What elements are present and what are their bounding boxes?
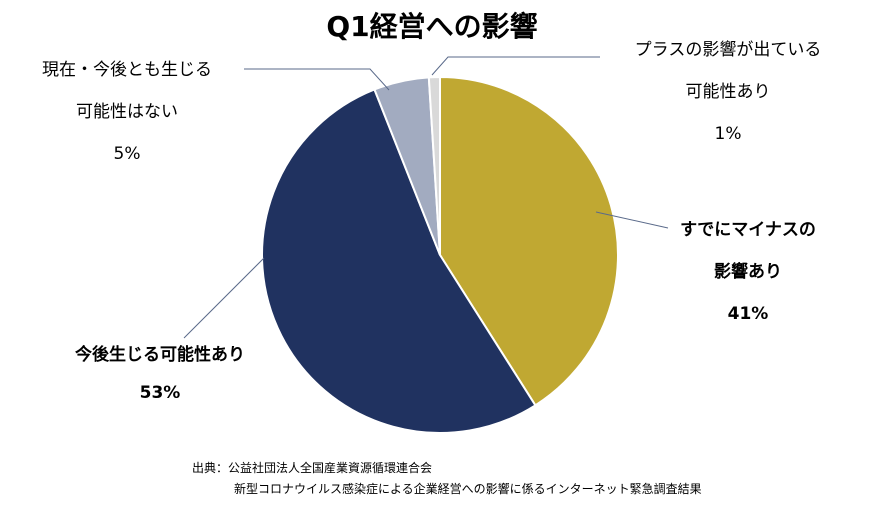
leader-line-no-impact: [244, 68, 390, 91]
value-label-no-impact: 5%: [114, 144, 141, 164]
value-label-already-negative: 41%: [728, 304, 769, 324]
chart-title: Q1経営への影響: [326, 10, 537, 43]
category-label-already-negative: すでにマイナスの: [680, 220, 816, 240]
leader-line-possible-future: [183, 257, 265, 339]
value-label-possible-future: 53%: [140, 383, 181, 403]
category-label-positive-impact: プラスの影響が出ている: [635, 40, 822, 60]
leader-line-already-negative: [595, 211, 669, 229]
category-label-positive-impact: 可能性あり: [686, 82, 771, 102]
category-label-already-negative: 影響あり: [714, 261, 782, 282]
category-label-no-impact: 現在・今後とも生じる: [42, 60, 212, 80]
category-label-no-impact: 可能性はない: [76, 102, 178, 122]
leader-lines: [183, 56, 669, 339]
leader-line-positive-impact: [431, 56, 600, 76]
pie-slice-positive-impact: [427, 75, 441, 256]
category-label-possible-future: 今後生じる可能性あり: [75, 344, 245, 365]
pie-slice-possible-future: [261, 88, 537, 434]
value-label-positive-impact: 1%: [715, 124, 742, 144]
source-line-1: 出典：公益社団法人全国産業資源循環連合会: [192, 460, 432, 475]
slice-labels: すでにマイナスの影響あり41%今後生じる可能性あり53%現在・今後とも生じる可能…: [42, 40, 821, 403]
pie-slice-already-negative: [439, 75, 619, 407]
source-line-2: 新型コロナウイルス感染症による企業経営への影響に係るインターネット緊急調査結果: [234, 481, 702, 496]
pie-slices: [261, 75, 619, 434]
